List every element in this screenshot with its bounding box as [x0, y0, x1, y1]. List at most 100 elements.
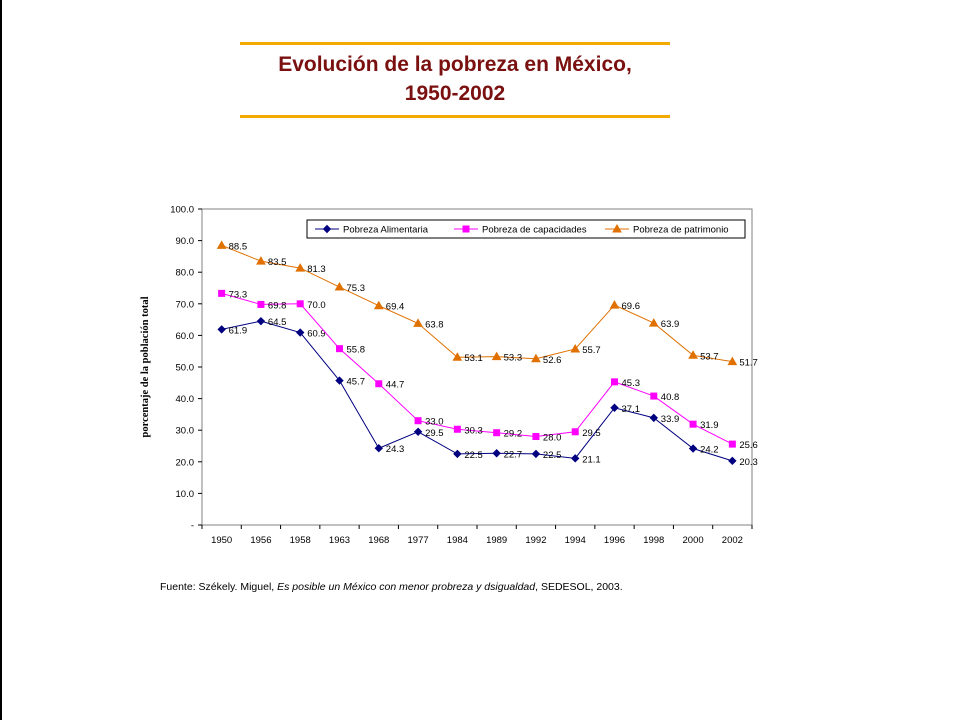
x-tick-label: 1998	[643, 535, 664, 546]
y-tick-label: 10.0	[176, 489, 195, 500]
x-tick-label: 1950	[211, 535, 232, 546]
x-tick-label: 1989	[486, 535, 507, 546]
data-point-0	[217, 325, 226, 334]
legend-swatch-marker	[322, 224, 332, 234]
data-label-1: 70.0	[307, 300, 326, 311]
data-label-0: 22.5	[464, 450, 483, 461]
data-label-2: 51.7	[739, 358, 758, 369]
data-label-1: 29.2	[504, 429, 522, 440]
data-point-1	[611, 378, 618, 386]
source-prefix: Fuente: Székely. Miguel,	[160, 581, 278, 593]
data-point-0	[531, 449, 541, 459]
data-label-1: 45.3	[622, 378, 641, 389]
data-point-2	[727, 356, 738, 366]
data-point-0	[296, 328, 305, 337]
data-label-2: 55.7	[582, 345, 601, 356]
data-point-1	[218, 289, 226, 297]
data-point-1	[728, 440, 736, 448]
y-tick-label: -	[191, 521, 194, 532]
y-tick-label: 80.0	[176, 268, 195, 279]
data-point-1	[257, 300, 265, 308]
y-tick-label: 30.0	[176, 426, 195, 437]
data-point-0	[688, 444, 698, 453]
data-point-0	[649, 413, 658, 423]
data-label-2: 63.9	[661, 319, 680, 330]
data-point-1	[493, 429, 501, 437]
data-point-2	[256, 256, 266, 265]
data-point-1	[375, 380, 383, 388]
data-point-2	[570, 343, 581, 353]
data-point-2	[648, 318, 659, 327]
y-tick-label: 90.0	[176, 236, 195, 247]
x-tick-label: 1968	[368, 535, 389, 546]
data-point-2	[609, 300, 620, 309]
data-point-2	[452, 352, 463, 361]
data-point-0	[256, 316, 266, 326]
data-point-1	[336, 345, 343, 353]
data-label-2: 83.5	[268, 257, 287, 268]
data-point-2	[413, 318, 423, 327]
x-tick-label: 2002	[722, 535, 743, 546]
y-tick-label: 100.0	[170, 205, 194, 216]
source-italic: Es posible un México con menor probreza …	[277, 581, 536, 593]
y-tick-label: 20.0	[176, 457, 195, 468]
data-label-0: 22.5	[543, 450, 562, 461]
legend-label: Pobreza Alimentaria	[343, 225, 429, 236]
data-label-2: 53.1	[464, 353, 483, 364]
data-point-1	[650, 392, 658, 400]
data-point-0	[335, 376, 344, 385]
data-point-2	[334, 282, 345, 291]
data-label-2: 81.3	[307, 264, 326, 275]
data-point-1	[414, 417, 422, 425]
data-point-1	[453, 425, 461, 433]
data-point-1	[296, 300, 304, 308]
data-label-0: 20.3	[739, 457, 758, 468]
data-point-2	[531, 353, 541, 363]
data-label-2: 63.8	[425, 319, 444, 330]
data-label-1: 33.0	[425, 417, 444, 428]
data-label-2: 52.6	[543, 355, 562, 366]
data-label-2: 69.4	[386, 302, 405, 313]
data-point-0	[492, 449, 501, 458]
data-label-2: 53.7	[700, 351, 719, 362]
source-note: Fuente: Székely. Miguel, Es posible un M…	[160, 581, 623, 593]
data-label-1: 28.0	[543, 433, 562, 444]
x-tick-label: 1984	[447, 535, 468, 546]
series-line-1	[221, 292, 733, 445]
data-label-1: 44.7	[386, 380, 405, 391]
data-point-2	[688, 350, 698, 359]
data-point-0	[453, 449, 462, 459]
data-label-0: 60.9	[307, 329, 326, 340]
series-line-0	[221, 320, 733, 462]
data-label-0: 61.9	[229, 325, 248, 336]
legend-label: Pobreza de patrimonio	[633, 225, 729, 236]
data-label-0: 33.9	[661, 414, 680, 425]
x-tick-label: 1992	[525, 535, 546, 546]
legend-swatch-marker	[462, 225, 470, 233]
data-point-0	[413, 427, 423, 436]
left-border	[0, 0, 2, 720]
data-point-0	[610, 403, 619, 412]
data-label-0: 22.7	[504, 449, 522, 460]
data-label-1: 29.5	[582, 428, 601, 439]
data-point-1	[532, 433, 540, 441]
data-label-2: 69.6	[622, 301, 641, 312]
title-line-1: Evolución de la pobreza en México,	[278, 53, 632, 76]
data-point-2	[216, 240, 227, 249]
data-label-1: 31.9	[700, 420, 719, 431]
data-label-1: 40.8	[661, 392, 680, 403]
data-label-1: 25.6	[739, 440, 758, 451]
data-label-1: 69.8	[268, 300, 287, 311]
y-tick-label: 40.0	[176, 394, 195, 405]
series-line-2	[221, 244, 733, 363]
y-tick-label: 60.0	[176, 331, 195, 342]
data-point-1	[571, 428, 579, 436]
x-tick-label: 1956	[250, 535, 271, 546]
title-line-2: 1950-2002	[404, 82, 506, 105]
data-label-1: 30.3	[464, 425, 483, 436]
data-label-2: 53.3	[504, 353, 522, 364]
data-label-0: 29.5	[425, 428, 444, 439]
data-point-1	[689, 420, 697, 428]
legend-box	[306, 219, 746, 239]
